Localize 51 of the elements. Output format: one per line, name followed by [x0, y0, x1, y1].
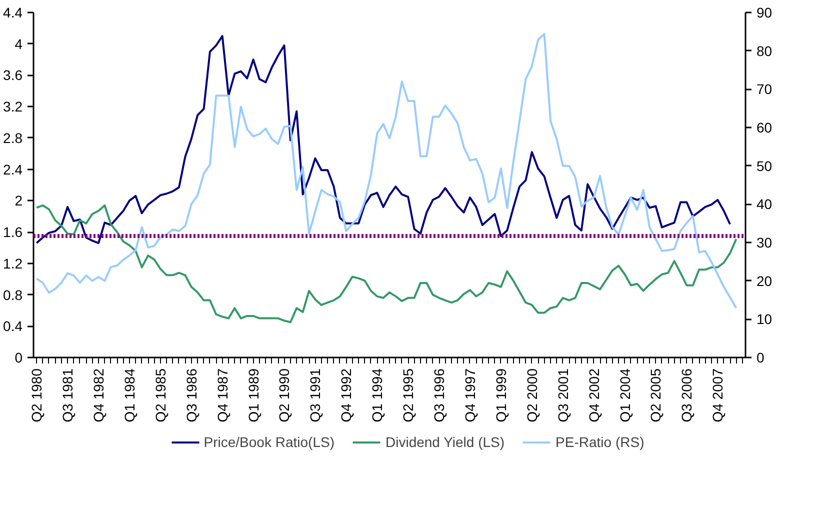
x-tick-label: Q1 1989: [245, 368, 262, 422]
x-tick-label: Q1 1994: [369, 368, 386, 422]
x-tick-label: Q2 2000: [524, 368, 540, 422]
x-tick-label: Q2 2005: [648, 368, 664, 422]
x-tick-label: Q3 2006: [678, 368, 695, 422]
x-tick-label: Q2 1990: [276, 368, 292, 422]
y-tick-label: 0.8: [3, 286, 23, 303]
y-tick-label: 2.4: [3, 161, 23, 178]
y-tick-label: 4.4: [3, 4, 23, 20]
x-tick-label: Q2 1985: [152, 368, 168, 422]
legend-label: Price/Book Ratio(LS): [204, 434, 334, 450]
x-tick-label: Q3 1981: [60, 368, 76, 422]
x-tick-label: Q4 1987: [214, 368, 230, 422]
y2-tick-label: 70: [756, 81, 772, 98]
y-tick-label: 4: [14, 36, 23, 52]
x-tick-label: Q1 1999: [492, 368, 509, 422]
x-tick-label: Q2 1995: [400, 368, 416, 422]
x-tick-label: Q1 2004: [616, 368, 633, 422]
x-tick-label: Q4 2002: [586, 368, 602, 422]
y2-tick-label: 90: [756, 4, 772, 20]
line-series: [36, 204, 738, 324]
y2-tick-label: 60: [756, 120, 772, 136]
line-series: [36, 35, 732, 244]
y-tick-label: 0.4: [3, 318, 23, 334]
y-tick-label: 2: [14, 192, 23, 209]
x-tick-label: Q4 1992: [338, 368, 354, 422]
y2-tick-label: 40: [756, 196, 772, 212]
y-tick-label: 3.2: [3, 98, 23, 115]
y-tick-label: 0: [14, 350, 23, 366]
y2-tick-label: 50: [756, 158, 772, 174]
x-tick-label: Q2 1980: [28, 368, 45, 422]
y-tick-label: 3.6: [3, 67, 23, 84]
legend-label: PE-Ratio (RS): [556, 434, 644, 450]
x-tick-label: Q3 1991: [307, 368, 324, 422]
x-tick-label: Q4 1982: [90, 368, 107, 422]
x-tick-label: Q3 1986: [183, 368, 200, 422]
x-tick-label: Q4 2007: [710, 368, 726, 422]
y-tick-label: 1.2: [3, 255, 23, 272]
x-tick-label: Q4 1997: [462, 368, 478, 422]
y-tick-label: 1.6: [3, 224, 23, 240]
y2-tick-label: 30: [756, 234, 772, 250]
y2-tick-label: 10: [756, 311, 772, 328]
x-tick-label: Q3 1996: [431, 368, 448, 422]
x-tick-label: Q3 2001: [554, 368, 571, 422]
x-tick-label: Q1 1984: [121, 368, 138, 422]
line-series: [36, 32, 738, 310]
y2-tick-label: 20: [756, 272, 772, 289]
legend-label: Dividend Yield (LS): [385, 434, 505, 450]
y2-tick-label: 0: [756, 350, 764, 366]
y-tick-label: 2.8: [3, 130, 23, 146]
y2-tick-label: 80: [756, 42, 772, 59]
